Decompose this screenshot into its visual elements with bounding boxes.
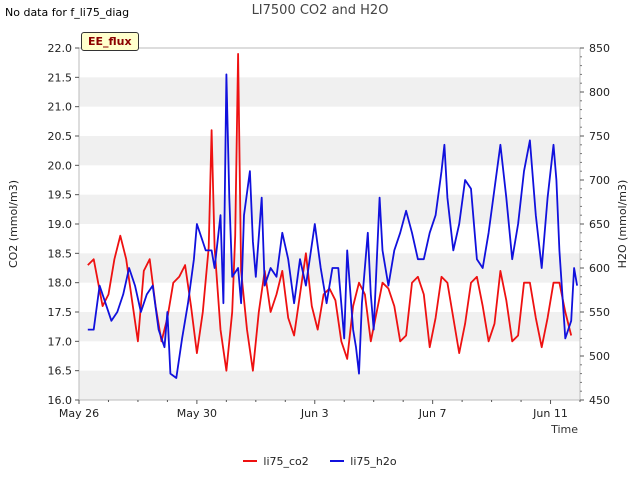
x-axis: May 26 May 30 Jun 3 Jun 7 Jun 11 (59, 400, 581, 420)
y-tick-label: 21.5 (48, 71, 73, 84)
grid-band (79, 136, 580, 166)
x-tick-label: Jun 7 (418, 407, 447, 420)
y2-tick-label: 850 (589, 42, 610, 55)
series-line-li75-h2o (87, 73, 578, 379)
series-line-li75-co2 (87, 53, 573, 372)
legend-label-h2o: li75_h2o (350, 454, 397, 468)
legend-label-co2: li75_co2 (263, 454, 309, 468)
y-tick-label: 16.0 (48, 394, 73, 407)
left-axis: 16.0 16.5 17.0 17.5 18.0 18.5 19.0 19.5 20.0 20.5… (48, 42, 79, 407)
y-tick-label: 19.0 (48, 218, 73, 231)
y2-tick-label: 650 (589, 218, 610, 231)
y2-tick-label: 700 (589, 174, 610, 187)
x-tick-label: Jun 11 (532, 407, 568, 420)
grid-band (79, 77, 580, 107)
legend-item-co2: li75_co2 (243, 454, 309, 468)
y2-axis-label: H2O (mmol/m3) (616, 180, 629, 269)
y2-tick-label: 750 (589, 130, 610, 143)
x-tick-label: Jun 3 (300, 407, 329, 420)
y-tick-label: 18.0 (48, 277, 73, 290)
legend-item-h2o: li75_h2o (330, 454, 397, 468)
grid-band (79, 194, 580, 224)
y-tick-label: 18.5 (48, 247, 73, 260)
y2-tick-label: 800 (589, 86, 610, 99)
y-tick-label: 17.5 (48, 306, 73, 319)
y-tick-label: 19.5 (48, 189, 73, 202)
background-bands (79, 77, 580, 400)
grid-band (79, 370, 580, 400)
y2-tick-label: 550 (589, 306, 610, 319)
grid-band (79, 253, 580, 283)
legend-swatch-h2o (330, 460, 345, 462)
no-data-note: No data for f_li75_diag (5, 6, 130, 19)
y2-tick-label: 500 (589, 350, 610, 363)
ee-flux-badge: EE_flux (81, 32, 139, 51)
y-tick-label: 22.0 (48, 42, 73, 55)
y2-tick-label: 450 (589, 394, 610, 407)
y-tick-label: 20.5 (48, 130, 73, 143)
right-axis: 450 500 550 600 650 700 750 800 850 (580, 42, 610, 407)
x-tick-label: May 26 (59, 407, 99, 420)
y2-tick-label: 600 (589, 262, 610, 275)
x-tick-label: May 30 (177, 407, 217, 420)
y-tick-label: 16.5 (48, 365, 73, 378)
legend: li75_co2 li75_h2o (0, 452, 640, 468)
grid-band (79, 312, 580, 342)
y-tick-label: 21.0 (48, 101, 73, 114)
series-layer (87, 53, 578, 379)
chart-title: LI7500 CO2 and H2O (251, 3, 389, 18)
y-tick-label: 20.0 (48, 159, 73, 172)
legend-swatch-co2 (243, 460, 258, 462)
x-axis-label: Time (550, 423, 578, 436)
y-tick-label: 17.0 (48, 335, 73, 348)
y-axis-label: CO2 (mmol/m3) (7, 180, 20, 268)
